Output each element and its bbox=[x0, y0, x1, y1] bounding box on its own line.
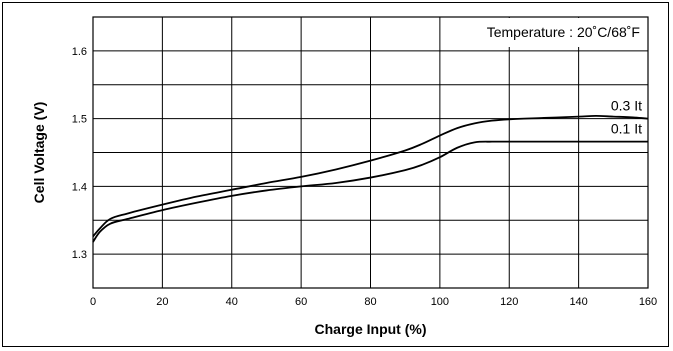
x-tick-label: 0 bbox=[90, 296, 96, 308]
y-tick-label: 1.5 bbox=[72, 114, 87, 126]
x-tick-label: 120 bbox=[500, 296, 518, 308]
y-tick-label: 1.6 bbox=[72, 46, 87, 58]
grid-lines bbox=[93, 17, 648, 288]
y-axis-title: Cell Voltage (V) bbox=[31, 102, 47, 204]
x-tick-label: 140 bbox=[569, 296, 587, 308]
figure-frame bbox=[2, 2, 669, 347]
series-layer bbox=[92, 115, 649, 243]
annotation-background bbox=[441, 18, 647, 47]
tick-labels: 0 20 40 60 80 100 120 140 160 1.3 1.4 1.5 1.6 bbox=[72, 46, 657, 308]
series-label-0.3-it: 0.3 It bbox=[611, 98, 642, 114]
x-tick-label: 20 bbox=[156, 296, 168, 308]
series-line-0.3-it bbox=[92, 115, 649, 238]
x-tick-label: 80 bbox=[364, 296, 376, 308]
series-label-0.1-it: 0.1 It bbox=[611, 121, 642, 137]
y-tick-label: 1.4 bbox=[72, 181, 87, 193]
temperature-annotation: Temperature : 20˚C/68˚F bbox=[487, 24, 640, 40]
series-line-0.1-it bbox=[92, 140, 648, 243]
y-tick-label: 1.3 bbox=[72, 249, 87, 261]
x-tick-label: 60 bbox=[295, 296, 307, 308]
x-tick-label: 40 bbox=[226, 296, 238, 308]
x-axis-title: Charge Input (%) bbox=[315, 321, 427, 337]
x-tick-label: 100 bbox=[431, 296, 449, 308]
x-tick-label: 160 bbox=[639, 296, 657, 308]
plot-border bbox=[92, 16, 649, 289]
